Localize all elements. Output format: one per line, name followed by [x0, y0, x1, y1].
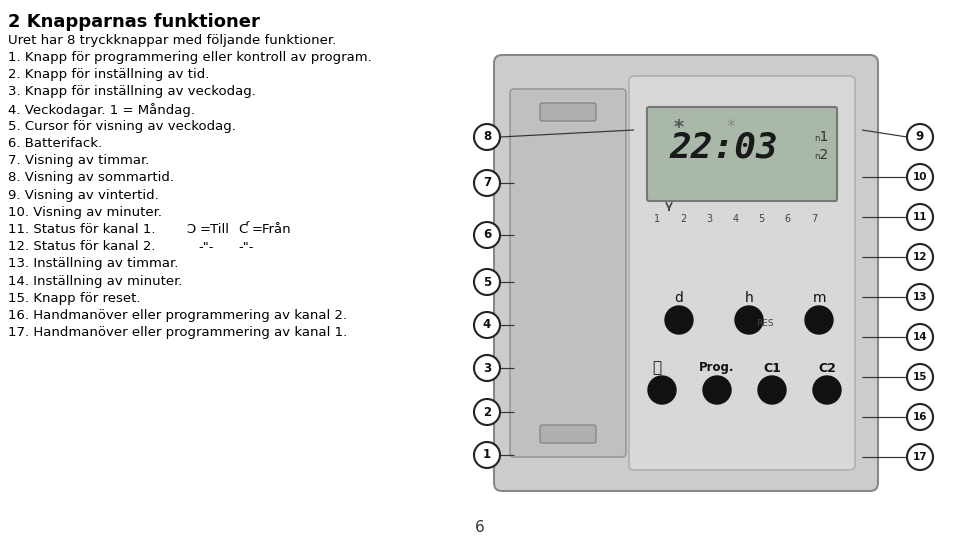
Text: C2: C2 — [818, 361, 836, 374]
Text: 7: 7 — [811, 214, 817, 224]
Text: =Från: =Från — [252, 223, 292, 236]
Text: 11. Status för kanal 1.: 11. Status för kanal 1. — [8, 223, 156, 236]
Circle shape — [665, 306, 693, 334]
Text: Prog.: Prog. — [699, 361, 734, 374]
Text: 12. Status för kanal 2.: 12. Status för kanal 2. — [8, 240, 156, 253]
Text: 17. Handmanöver eller programmering av kanal 1.: 17. Handmanöver eller programmering av k… — [8, 326, 348, 339]
Text: -"-: -"- — [238, 240, 253, 253]
Circle shape — [474, 442, 500, 468]
Circle shape — [907, 444, 933, 470]
Text: *: * — [674, 118, 684, 136]
Circle shape — [735, 306, 763, 334]
Text: 5: 5 — [758, 214, 765, 224]
Text: 6: 6 — [475, 519, 485, 535]
Text: 2: 2 — [483, 405, 492, 419]
Text: 1: 1 — [483, 449, 492, 462]
Text: 16: 16 — [913, 412, 927, 422]
Text: 6. Batterifack.: 6. Batterifack. — [8, 137, 102, 150]
Text: 6: 6 — [483, 228, 492, 241]
Text: =Till: =Till — [200, 223, 230, 236]
Circle shape — [703, 376, 731, 404]
Circle shape — [813, 376, 841, 404]
Text: 1. Knapp för programmering eller kontroll av program.: 1. Knapp för programmering eller kontrol… — [8, 51, 372, 64]
Circle shape — [474, 355, 500, 381]
Circle shape — [474, 399, 500, 425]
Text: 3: 3 — [707, 214, 712, 224]
FancyBboxPatch shape — [540, 425, 596, 443]
Text: 10. Visning av minuter.: 10. Visning av minuter. — [8, 206, 162, 219]
Text: h: h — [745, 291, 754, 305]
Text: 9. Visning av vintertid.: 9. Visning av vintertid. — [8, 189, 158, 202]
Text: 1: 1 — [654, 214, 660, 224]
Text: Ƈ: Ƈ — [238, 223, 248, 236]
Circle shape — [907, 244, 933, 270]
Text: ⧖: ⧖ — [653, 360, 661, 376]
Text: 15: 15 — [913, 372, 927, 382]
Circle shape — [907, 284, 933, 310]
Text: 4. Veckodagar. 1 = Måndag.: 4. Veckodagar. 1 = Måndag. — [8, 102, 195, 117]
Text: 6: 6 — [784, 214, 791, 224]
Text: 8. Visning av sommartid.: 8. Visning av sommartid. — [8, 171, 174, 184]
Text: 3: 3 — [483, 361, 492, 374]
Text: 22:03: 22:03 — [670, 130, 779, 164]
Text: 8: 8 — [483, 130, 492, 143]
Text: *: * — [727, 118, 735, 136]
Circle shape — [474, 124, 500, 150]
Text: ₙ1: ₙ1 — [814, 130, 828, 144]
Circle shape — [907, 204, 933, 230]
Text: 11: 11 — [913, 212, 927, 222]
Circle shape — [648, 376, 676, 404]
Text: 15. Knapp för reset.: 15. Knapp för reset. — [8, 292, 140, 305]
Text: 17: 17 — [913, 452, 927, 462]
Text: 9: 9 — [916, 130, 924, 143]
Text: 2: 2 — [680, 214, 686, 224]
FancyBboxPatch shape — [494, 55, 878, 491]
FancyBboxPatch shape — [510, 89, 626, 457]
Text: Uret har 8 tryckknappar med följande funktioner.: Uret har 8 tryckknappar med följande fun… — [8, 34, 336, 47]
Text: 13. Inställning av timmar.: 13. Inställning av timmar. — [8, 257, 179, 270]
Text: ₙ2: ₙ2 — [814, 148, 828, 162]
Text: 14: 14 — [913, 332, 927, 342]
Text: 4: 4 — [483, 318, 492, 331]
FancyBboxPatch shape — [647, 107, 837, 201]
Circle shape — [474, 222, 500, 248]
Circle shape — [907, 164, 933, 190]
Circle shape — [907, 124, 933, 150]
Text: m: m — [812, 291, 826, 305]
Text: 5: 5 — [483, 276, 492, 288]
Circle shape — [907, 404, 933, 430]
Text: 14. Inställning av minuter.: 14. Inställning av minuter. — [8, 275, 182, 288]
Circle shape — [474, 312, 500, 338]
Text: 2 Knapparnas funktioner: 2 Knapparnas funktioner — [8, 13, 260, 31]
Text: 5. Cursor för visning av veckodag.: 5. Cursor för visning av veckodag. — [8, 120, 236, 133]
Text: RES: RES — [756, 319, 774, 329]
Circle shape — [474, 269, 500, 295]
Circle shape — [758, 376, 786, 404]
Text: 13: 13 — [913, 292, 927, 302]
Text: 3. Knapp för inställning av veckodag.: 3. Knapp för inställning av veckodag. — [8, 86, 256, 99]
Circle shape — [907, 364, 933, 390]
Text: 10: 10 — [913, 172, 927, 182]
Text: 12: 12 — [913, 252, 927, 262]
Text: 7: 7 — [483, 177, 492, 190]
Text: Ɔ: Ɔ — [186, 223, 195, 236]
FancyBboxPatch shape — [629, 76, 855, 470]
Text: d: d — [675, 291, 684, 305]
Text: 4: 4 — [732, 214, 738, 224]
Text: C1: C1 — [763, 361, 780, 374]
Text: 16. Handmanöver eller programmering av kanal 2.: 16. Handmanöver eller programmering av k… — [8, 309, 348, 322]
Circle shape — [474, 170, 500, 196]
Circle shape — [907, 324, 933, 350]
Circle shape — [805, 306, 833, 334]
Text: 2. Knapp för inställning av tid.: 2. Knapp för inställning av tid. — [8, 68, 209, 81]
Text: 7. Visning av timmar.: 7. Visning av timmar. — [8, 154, 150, 167]
Text: -"-: -"- — [198, 240, 213, 253]
FancyBboxPatch shape — [540, 103, 596, 121]
